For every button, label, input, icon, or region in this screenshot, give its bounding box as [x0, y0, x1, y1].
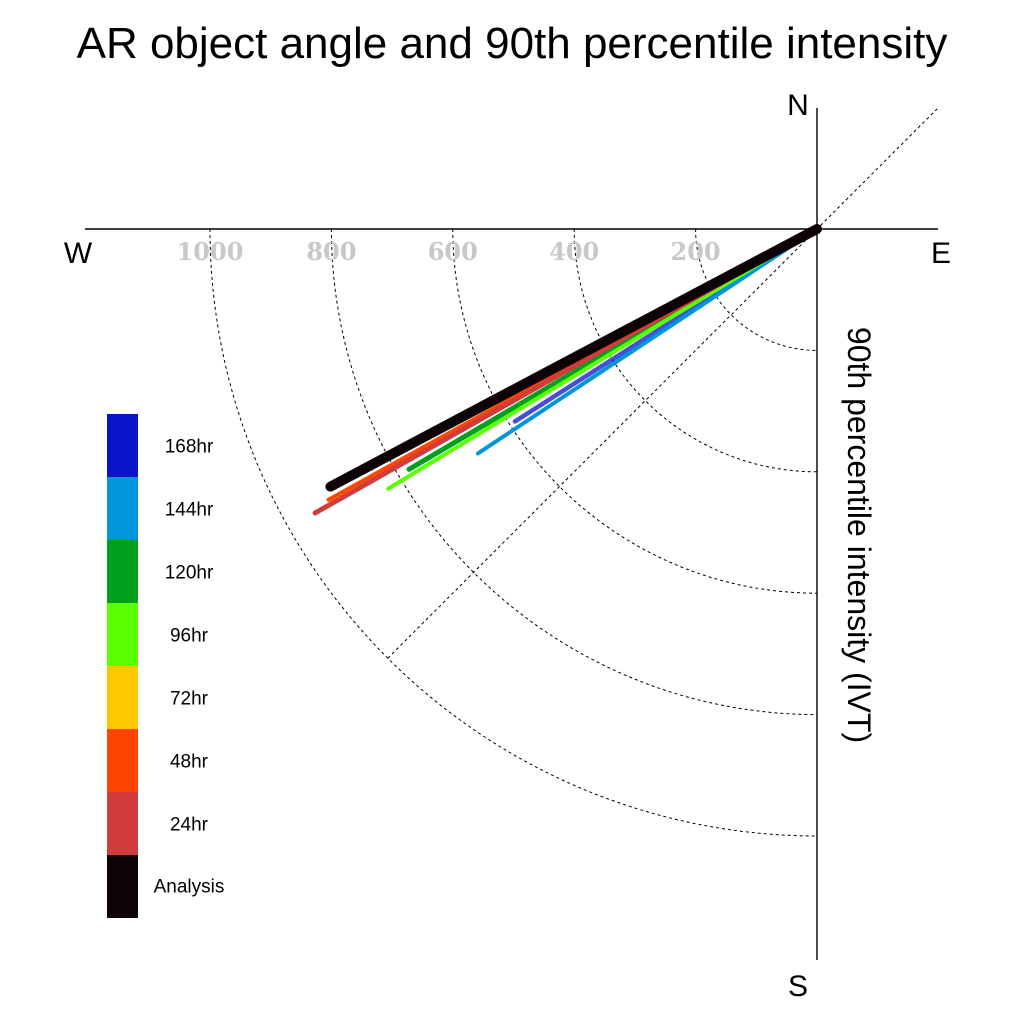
- legend-label-120hr: 120hr: [165, 563, 214, 584]
- chart-title: AR object angle and 90th percentile inte…: [77, 19, 948, 68]
- guide-layer: [209, 108, 938, 837]
- legend-swatch-144hr: [107, 477, 138, 540]
- legend-label-72hr: 72hr: [170, 689, 209, 710]
- range-ring: [330, 228, 818, 716]
- radial-tick-label: 600: [428, 237, 478, 266]
- legend-swatch-120hr: [107, 540, 138, 603]
- west-label: W: [64, 237, 93, 270]
- south-label: S: [788, 970, 808, 1003]
- radial-tick-label: 800: [306, 237, 356, 266]
- range-ring: [452, 228, 818, 594]
- legend-label-144hr: 144hr: [165, 500, 214, 521]
- range-ring: [695, 228, 818, 351]
- legend-swatch-24hr: [107, 792, 138, 855]
- origin-marker: [813, 225, 821, 233]
- radial-tick-labels: 200 400 600 800 1000: [177, 237, 721, 266]
- legend-swatch-168hr: [107, 414, 138, 477]
- north-label: N: [787, 89, 809, 122]
- radial-tick-label: 200: [671, 237, 721, 266]
- radial-axis-label: 90th percentile intensity (IVT): [841, 327, 877, 743]
- series-line-144hr: [475, 227, 819, 456]
- legend-label-168hr: 168hr: [165, 437, 214, 458]
- range-ring: [573, 228, 818, 473]
- radial-tick-label: 400: [549, 237, 599, 266]
- legend-label-24hr: 24hr: [170, 815, 209, 836]
- legend-swatch-48hr: [107, 729, 138, 792]
- east-label: E: [931, 237, 951, 270]
- legend-swatch-analysis: [107, 855, 138, 918]
- legend-label-48hr: 48hr: [170, 752, 209, 773]
- series-lines: [312, 224, 822, 516]
- legend: 168hr 144hr 120hr 96hr 72hr 48hr 24hr Analysis: [107, 414, 224, 918]
- legend-swatch-96hr: [107, 603, 138, 666]
- legend-label-96hr: 96hr: [170, 626, 209, 647]
- legend-swatch-72hr: [107, 666, 138, 729]
- legend-label-analysis: Analysis: [154, 877, 225, 898]
- radial-tick-label: 1000: [177, 237, 244, 266]
- series-line-analysis: [325, 224, 822, 492]
